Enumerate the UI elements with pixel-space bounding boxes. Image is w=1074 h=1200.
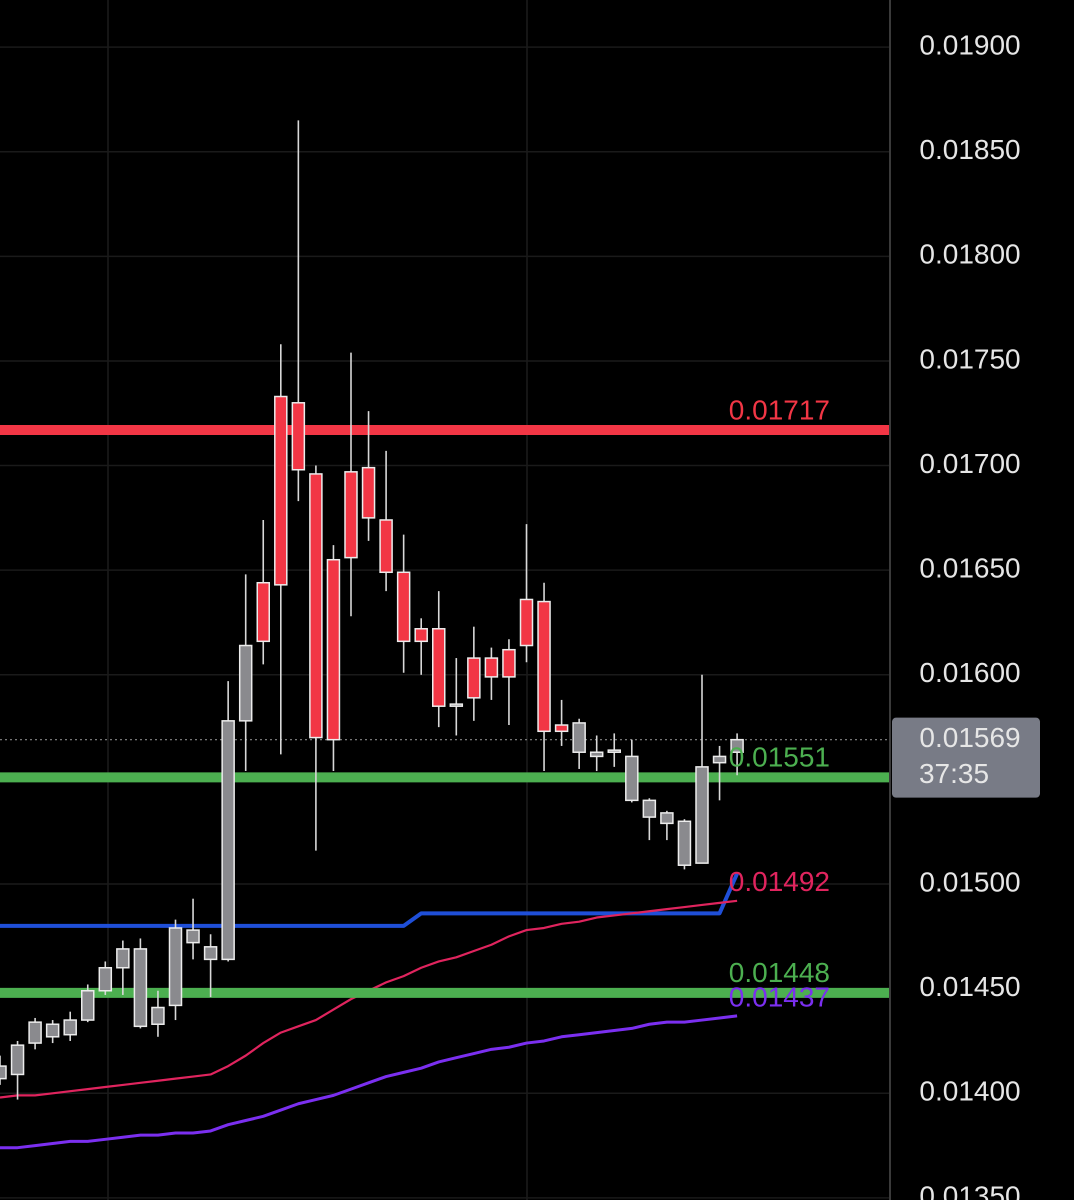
candle-body [449,703,464,707]
y-tick-label: 0.01350 [919,1180,1020,1200]
candle-body [519,598,534,647]
indicator-line [0,872,739,928]
candle-body [396,571,411,643]
candle-body [642,799,657,818]
price-axis-panel [892,0,1074,1200]
candle-body [151,1006,165,1025]
candle-body [677,820,692,866]
y-tick-label: 0.01750 [919,343,1020,374]
candle-body [203,946,218,961]
candle-body [607,749,621,753]
candle-body [168,927,183,1007]
candle-body [695,766,709,864]
candle-body [274,395,288,586]
y-tick-label: 0.01500 [919,866,1020,897]
level-label: 0.01717 [729,394,830,425]
y-tick-label: 0.01600 [919,657,1020,688]
candle-body [0,1065,7,1080]
candle-body [291,402,306,471]
indicator-line [0,1014,738,1150]
y-tick-label: 0.01900 [919,29,1020,60]
candle-body [484,657,499,678]
candle-body [81,990,95,1021]
candle-body [63,1019,77,1036]
candle-body [589,751,604,758]
candle-body [256,581,270,643]
level-label: 0.01551 [729,742,830,773]
candle-body [432,628,446,707]
candle-body [414,628,428,643]
y-tick-label: 0.01400 [919,1076,1020,1107]
y-tick-label: 0.01450 [919,971,1020,1002]
candle-body [98,966,113,992]
y-tick-label: 0.01850 [919,134,1020,165]
candle-body [133,948,148,1028]
price-badge [892,717,1040,798]
candle-body [554,724,569,733]
candle-body [467,657,481,699]
candle-body [537,600,551,733]
y-tick-label: 0.01700 [919,448,1020,479]
candle-body [379,519,393,574]
y-tick-label: 0.01650 [919,553,1020,584]
candle-body [712,755,727,764]
candle-body [625,755,639,802]
candle-body [10,1044,25,1076]
candle-body [309,473,323,739]
level-label: 0.01448 [729,957,830,988]
candle-body [730,738,744,753]
candle-body [660,812,674,825]
candle-body [116,948,130,969]
candle-body [344,471,358,559]
y-tick-label: 0.01800 [919,239,1020,270]
candle-body [361,466,376,519]
price-badge-countdown: 37:35 [919,758,989,789]
candle-body [502,648,516,678]
candle-body [45,1023,60,1038]
price-badge-value: 0.01569 [919,722,1020,753]
candle-body [238,644,253,722]
candle-body [572,722,586,753]
candle-body [28,1021,42,1044]
indicator-label: 0.01437 [729,981,830,1012]
indicator-label: 0.01492 [729,866,830,897]
candle-body [221,720,235,961]
candle-body [326,558,341,741]
candle-body [186,929,200,944]
